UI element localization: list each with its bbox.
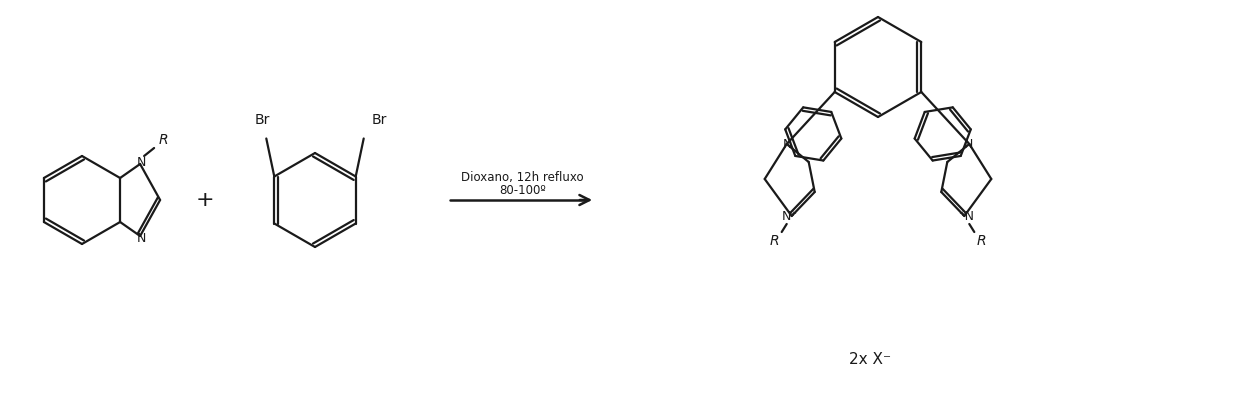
Text: N: N xyxy=(137,155,145,168)
Text: 80-100º: 80-100º xyxy=(499,184,545,197)
Text: R: R xyxy=(158,133,168,147)
Text: Dioxano, 12h refluxo: Dioxano, 12h refluxo xyxy=(461,171,584,184)
Text: N: N xyxy=(963,138,973,151)
Text: R: R xyxy=(770,234,780,248)
Text: Br: Br xyxy=(255,114,270,127)
Text: Br: Br xyxy=(372,114,387,127)
Text: R: R xyxy=(977,234,986,248)
Text: ⁺N: ⁺N xyxy=(958,210,974,223)
Text: N: N xyxy=(782,138,793,151)
Text: N: N xyxy=(137,232,145,245)
Text: +: + xyxy=(196,190,214,210)
Text: 2x X⁻: 2x X⁻ xyxy=(849,352,892,368)
Text: N⁺: N⁺ xyxy=(781,210,798,223)
